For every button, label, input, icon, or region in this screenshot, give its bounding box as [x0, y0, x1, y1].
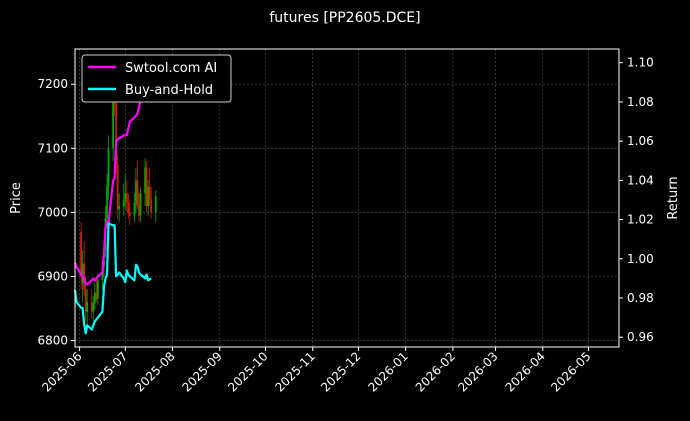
- candle-body: [92, 303, 95, 312]
- candle-body: [128, 212, 131, 216]
- y-left-tick-label: 6900: [37, 270, 68, 284]
- candle-body: [80, 231, 82, 277]
- candle-body: [122, 199, 125, 207]
- candle-body: [112, 97, 114, 149]
- candle-body: [86, 302, 89, 312]
- candle-body: [138, 206, 140, 216]
- candle-body: [106, 186, 108, 219]
- candle-body: [144, 167, 146, 194]
- y-right-tick-label: 1.06: [627, 134, 654, 148]
- y-left-tick-label: 7000: [37, 205, 68, 219]
- chart-title: futures [PP2605.DCE]: [269, 10, 420, 26]
- y-axis-right: 0.96 0.98 1.00 1.02 1.04 1.06 1.08 1.10: [619, 56, 654, 344]
- candle-body: [147, 186, 150, 207]
- candle-body: [81, 263, 84, 283]
- y-right-tick-label: 1.00: [627, 252, 654, 266]
- y-right-tick-label: 1.10: [627, 56, 654, 70]
- candle-body: [148, 186, 151, 200]
- legend-box: [81, 54, 232, 103]
- legend-label-swtool: Swtool.com AI: [125, 61, 217, 76]
- candle-body: [154, 196, 157, 213]
- candle-body: [115, 103, 118, 165]
- y-right-tick-label: 0.96: [627, 330, 654, 344]
- candle-body: [118, 206, 121, 210]
- candle-body: [84, 289, 87, 312]
- candle-body: [127, 202, 130, 213]
- candle-body: [95, 292, 98, 299]
- candle-body: [136, 180, 139, 207]
- y-right-tick-label: 1.08: [627, 95, 654, 109]
- candle-body: [124, 193, 127, 200]
- candle-body: [93, 292, 96, 304]
- candle-body: [145, 167, 148, 207]
- y-right-tick-label: 1.04: [627, 173, 654, 187]
- series-lines: [73, 89, 157, 335]
- y-left-tick-label: 7200: [37, 77, 68, 91]
- candle-body: [107, 148, 110, 187]
- legend-label-buy-and-hold: Buy-and-Hold: [125, 83, 213, 98]
- candle-body: [150, 199, 153, 213]
- y-axis-right-label: Return: [666, 176, 681, 219]
- y-axis-left: 6800 6900 7000 7100 7200: [37, 77, 75, 348]
- series-line-swtool: [73, 89, 157, 286]
- candle-body: [90, 302, 93, 312]
- candle-body: [116, 164, 119, 210]
- candle-body: [133, 202, 136, 216]
- candle-body: [96, 279, 99, 299]
- y-left-tick-label: 6800: [37, 334, 68, 348]
- series-line-buy-and-hold: [73, 222, 152, 335]
- candle-body: [135, 180, 137, 203]
- y-right-tick-label: 0.98: [627, 291, 654, 305]
- candle-body: [139, 193, 142, 216]
- y-right-tick-label: 1.02: [627, 213, 654, 227]
- y-left-tick-label: 7100: [37, 141, 68, 155]
- candle-body: [83, 263, 86, 290]
- candle-body: [125, 193, 128, 203]
- legend: Swtool.com AI Buy-and-Hold: [81, 54, 232, 103]
- candlesticks: [80, 61, 157, 331]
- y-axis-left-label: Price: [9, 182, 24, 214]
- plot-frame: [74, 48, 620, 348]
